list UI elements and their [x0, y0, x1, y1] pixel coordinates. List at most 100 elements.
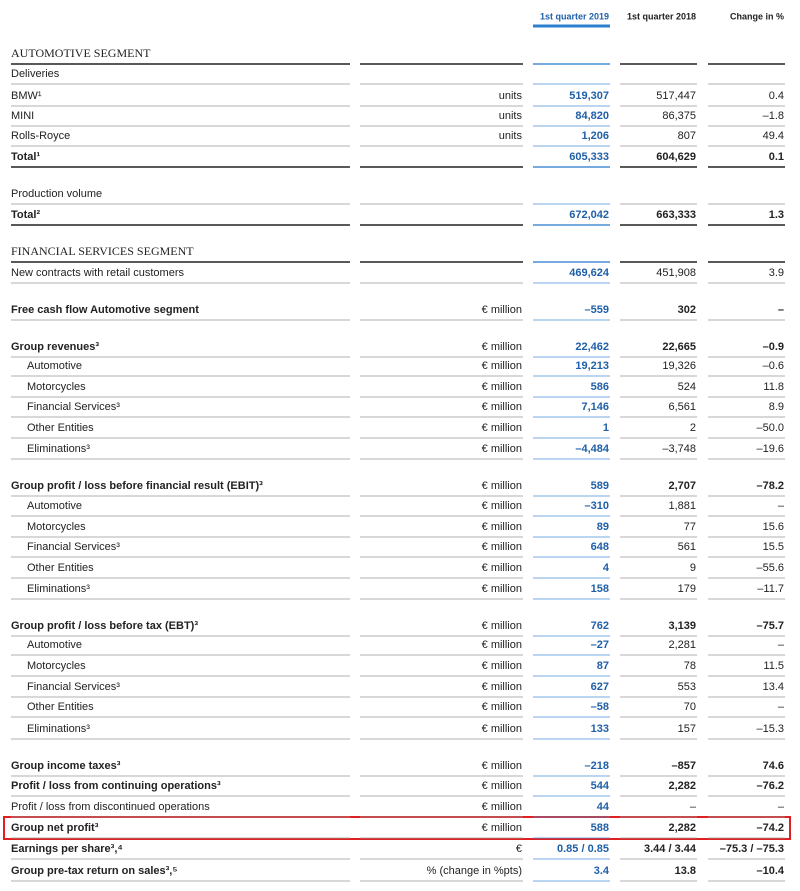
value: 0.4 — [769, 90, 784, 102]
row-label: Eliminations³ — [27, 723, 90, 735]
unit: € — [516, 843, 522, 855]
unit: units — [499, 130, 523, 142]
value: –27 — [591, 639, 609, 651]
value: –78.2 — [756, 480, 784, 492]
value: 0.1 — [769, 151, 784, 163]
value: 2,707 — [668, 480, 696, 492]
value: 158 — [591, 583, 609, 595]
value: 451,908 — [656, 267, 696, 279]
value: –75.3 / –75.3 — [720, 843, 784, 855]
value: 627 — [591, 681, 609, 693]
value: 84,820 — [575, 110, 609, 122]
value: 519,307 — [569, 90, 609, 102]
value: 589 — [591, 480, 609, 492]
unit: € million — [482, 620, 522, 632]
unit: € million — [482, 639, 522, 651]
value: 6,561 — [668, 401, 696, 413]
unit: € million — [482, 583, 522, 595]
unit: € million — [482, 480, 522, 492]
unit: € million — [482, 822, 522, 834]
value: –76.2 — [756, 780, 784, 792]
value: –15.3 — [756, 723, 784, 735]
value: 3.44 / 3.44 — [644, 843, 697, 855]
row-label: AUTOMOTIVE SEGMENT — [11, 46, 151, 60]
unit: € million — [482, 801, 522, 813]
row-label: Group net profit³ — [11, 822, 99, 834]
unit: € million — [482, 780, 522, 792]
row-label: Other Entities — [27, 701, 94, 713]
value: 1,881 — [668, 500, 696, 512]
value: 524 — [678, 381, 696, 393]
value: 22,462 — [575, 341, 609, 353]
unit: € million — [482, 723, 522, 735]
value: 11.8 — [763, 381, 784, 393]
value: 78 — [684, 660, 696, 672]
unit: € million — [482, 422, 522, 434]
value: 133 — [591, 723, 609, 735]
row-label: Rolls-Royce — [11, 130, 70, 142]
row-label: Profit / loss from discontinued operatio… — [11, 801, 210, 813]
value: 588 — [591, 822, 609, 834]
row-label: Eliminations³ — [27, 443, 90, 455]
value: 89 — [597, 521, 609, 533]
unit: € million — [482, 443, 522, 455]
row-label: Group profit / loss before tax (EBT)³ — [11, 620, 198, 632]
value: – — [778, 500, 785, 512]
value: 605,333 — [569, 151, 609, 163]
row-label: Earnings per share³,⁴ — [11, 843, 123, 855]
value: 13.4 — [763, 681, 784, 693]
unit: € million — [482, 360, 522, 372]
value: –55.6 — [756, 562, 784, 574]
unit: € million — [482, 660, 522, 672]
column-header: 1st quarter 2018 — [627, 11, 696, 21]
value: 762 — [591, 620, 609, 632]
row-label: Free cash flow Automotive segment — [11, 304, 199, 316]
row-label: Total¹ — [11, 151, 40, 163]
row-label: Deliveries — [11, 68, 60, 80]
value: 0.85 / 0.85 — [557, 843, 609, 855]
unit: € million — [482, 500, 522, 512]
row-label: Financial Services³ — [27, 681, 120, 693]
value: 77 — [684, 521, 696, 533]
value: – — [778, 701, 785, 713]
value: 1 — [603, 422, 609, 434]
value: 8.9 — [769, 401, 784, 413]
row-label: Group revenues³ — [11, 341, 99, 353]
value: 517,447 — [656, 90, 696, 102]
unit: € million — [482, 401, 522, 413]
unit: € million — [482, 381, 522, 393]
value: –74.2 — [756, 822, 784, 834]
unit: units — [499, 90, 523, 102]
value: 3.9 — [769, 267, 784, 279]
value: 74.6 — [763, 760, 784, 772]
row-label: Eliminations³ — [27, 583, 90, 595]
value: 19,213 — [575, 360, 609, 372]
column-header: Change in % — [730, 11, 784, 21]
value: –1.8 — [763, 110, 784, 122]
unit: % (change in %pts) — [427, 865, 522, 877]
value: –50.0 — [756, 422, 784, 434]
value: –19.6 — [756, 443, 784, 455]
value: 561 — [678, 541, 696, 553]
value: 15.5 — [763, 541, 784, 553]
value: 1,206 — [581, 130, 609, 142]
unit: € million — [482, 562, 522, 574]
value: –11.7 — [757, 583, 784, 595]
value: 2,282 — [668, 780, 696, 792]
value: 15.6 — [763, 521, 784, 533]
value: – — [778, 304, 784, 316]
value: –58 — [591, 701, 609, 713]
row-label: Group profit / loss before financial res… — [11, 480, 263, 492]
value: 3.4 — [594, 865, 610, 877]
value: –0.9 — [763, 341, 784, 353]
value: 179 — [678, 583, 696, 595]
value: 2 — [690, 422, 696, 434]
row-label: Other Entities — [27, 422, 94, 434]
value: –559 — [585, 304, 609, 316]
value: 13.8 — [675, 865, 696, 877]
row-label: Automotive — [27, 360, 82, 372]
value: 44 — [597, 801, 610, 813]
value: 7,146 — [581, 401, 609, 413]
row-label: Profit / loss from continuing operations… — [11, 780, 221, 792]
value: 663,333 — [656, 209, 696, 221]
